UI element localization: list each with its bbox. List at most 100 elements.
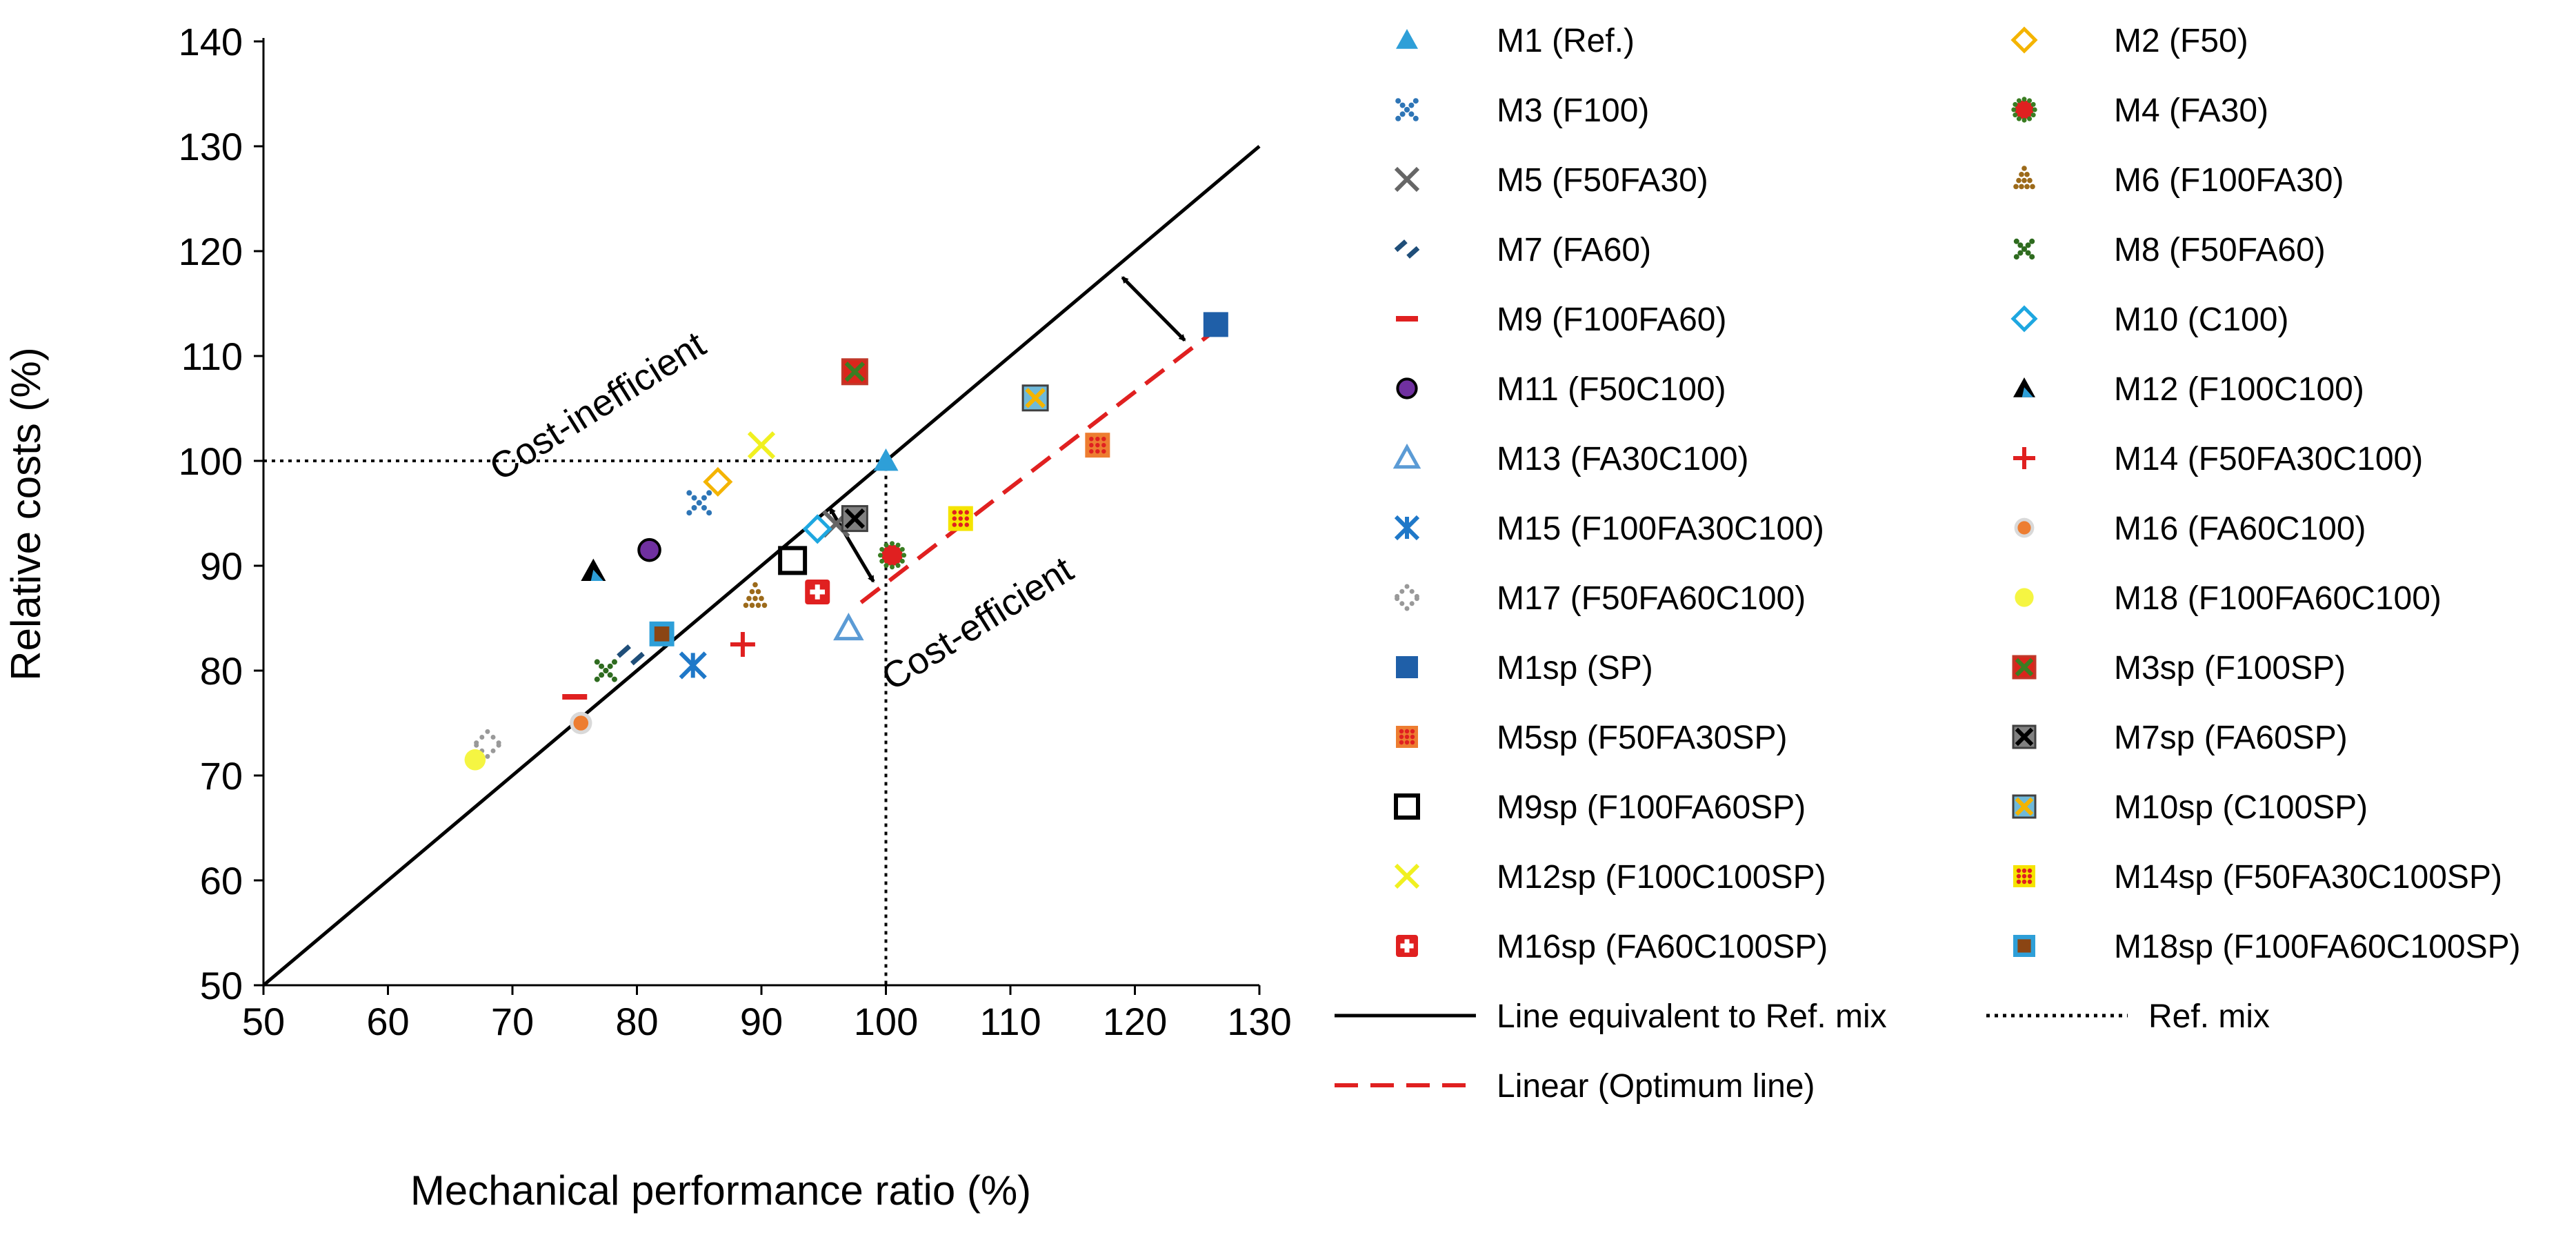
legend-label: M9sp (F100FA60SP) [1497, 789, 1806, 826]
series-line [262, 145, 1261, 987]
data-point [474, 729, 501, 759]
legend-label: M2 (F50) [2114, 23, 2248, 59]
legend-marker [2012, 794, 2037, 819]
legend-marker [1396, 656, 1418, 678]
y-axis-label: Relative costs (%) [3, 347, 49, 680]
legend-marker [2012, 655, 2037, 680]
data-point [581, 558, 606, 581]
legend-label: M1sp (SP) [1497, 650, 1653, 686]
legend-label: M1 (Ref.) [1497, 23, 1635, 59]
data-point [617, 644, 645, 666]
legend-label: M9 (F100FA60) [1497, 302, 1726, 338]
data-point [1021, 384, 1049, 412]
legend-label: M16 (FA60C100) [2114, 511, 2366, 547]
legend-marker [2013, 865, 2035, 887]
y-tick-label: 80 [200, 649, 243, 693]
legend-label: M7sp (FA60SP) [2114, 720, 2348, 756]
annotations: Cost-inefficient Cost-efficient [483, 324, 1081, 699]
legend-marker [2013, 166, 2035, 190]
data-point [747, 431, 776, 460]
x-tick-label: 60 [366, 1000, 409, 1043]
x-tick-label: 110 [979, 1000, 1041, 1043]
legend-marker [2013, 935, 2035, 957]
legend-marker [1394, 515, 1420, 541]
x-tick-label: 130 [1227, 1000, 1291, 1043]
series-line [859, 328, 1217, 604]
data-point [649, 621, 675, 646]
legend-label: M3sp (F100SP) [2114, 650, 2346, 686]
data-point [570, 711, 592, 735]
x-tick-label: 50 [242, 1000, 285, 1043]
legend-marker [1396, 935, 1418, 957]
legend-marker [1396, 726, 1418, 748]
legend-label: M18sp (F100FA60C100SP) [2114, 929, 2521, 965]
legend-marker [1392, 443, 1421, 469]
legend-label: Line equivalent to Ref. mix [1497, 998, 1887, 1035]
legend-label: M6 (F100FA30) [2114, 162, 2344, 199]
data-point [1085, 433, 1110, 458]
legend-marker [1396, 29, 1418, 49]
legend-marker [2011, 97, 2037, 123]
legend-marker [2015, 588, 2034, 607]
annotation-label: Cost-inefficient [483, 324, 713, 489]
legend-label: M11 (F50C100) [1497, 371, 1726, 408]
legend-label: M5sp (F50FA30SP) [1497, 720, 1788, 756]
y-tick-label: 60 [200, 859, 243, 902]
legend-label: M15 (F100FA30C100) [1497, 511, 1824, 547]
data-point [1203, 312, 1228, 337]
legend-marker [1395, 584, 1419, 611]
legend-marker [2013, 377, 2035, 397]
legend-marker [2012, 724, 2037, 749]
legend-label: M14sp (F50FA30C100SP) [2114, 859, 2502, 896]
y-tick-label: 70 [200, 754, 243, 798]
legend-label: M13 (FA30C100) [1497, 441, 1749, 477]
legend-label: M18 (F100FA60C100) [2114, 580, 2442, 617]
data-point [841, 358, 868, 386]
data-point [730, 632, 755, 657]
legend-marker [2013, 238, 2035, 260]
legend-label: Ref. mix [2148, 998, 2270, 1035]
legend-label: M3 (F100) [1497, 92, 1649, 129]
y-tick-label: 90 [200, 544, 243, 588]
x-tick-label: 80 [615, 1000, 658, 1043]
x-tick-label: 70 [491, 1000, 534, 1043]
legend-label: Linear (Optimum line) [1497, 1068, 1815, 1105]
legend-marker [1396, 316, 1418, 322]
y-tick-label: 120 [179, 230, 243, 273]
legend-marker [1394, 166, 1420, 192]
legend-marker [1394, 793, 1420, 820]
legend-label: M10 (C100) [2114, 302, 2288, 338]
data-point [877, 541, 907, 570]
legend-label: M17 (F50FA60C100) [1497, 580, 1806, 617]
legend-marker [2010, 305, 2038, 333]
legend-label: M16sp (FA60C100SP) [1497, 929, 1828, 965]
x-tick-label: 90 [740, 1000, 783, 1043]
legend-label: M7 (FA60) [1497, 232, 1651, 268]
tick-labels: 50 60 70 80 90 100 110 120 130 50 60 70 80 90 100 110 12… [179, 20, 1292, 1043]
data-point [464, 749, 486, 771]
legend-marker [2010, 26, 2038, 54]
x-tick-label: 100 [854, 1000, 918, 1043]
legend-marker [2014, 517, 2035, 538]
y-tick-label: 140 [179, 20, 243, 63]
data-point [594, 659, 617, 682]
y-tick-label: 100 [179, 439, 243, 483]
legend-label: M12 (F100C100) [2114, 371, 2364, 408]
data-point [686, 490, 712, 516]
reference-lines [262, 145, 1261, 987]
data-point [802, 514, 832, 544]
data-point [778, 546, 808, 575]
double-arrow [1121, 276, 1186, 342]
legend-label: M4 (FA30) [2114, 92, 2268, 129]
annotation-label: Cost-efficient [875, 549, 1080, 698]
y-tick-label: 130 [179, 125, 243, 168]
data-point [562, 694, 588, 700]
axes [254, 38, 1261, 995]
data-point [679, 651, 707, 680]
legend: M1 (Ref.) M2 (F50) M3 (F100) M4 (FA30) M5 (F… [1335, 23, 2521, 1105]
data-point [743, 582, 768, 609]
legend-label: M14 (F50FA30C100) [2114, 441, 2423, 477]
legend-marker [1394, 863, 1420, 889]
y-tick-label: 50 [200, 964, 243, 1007]
